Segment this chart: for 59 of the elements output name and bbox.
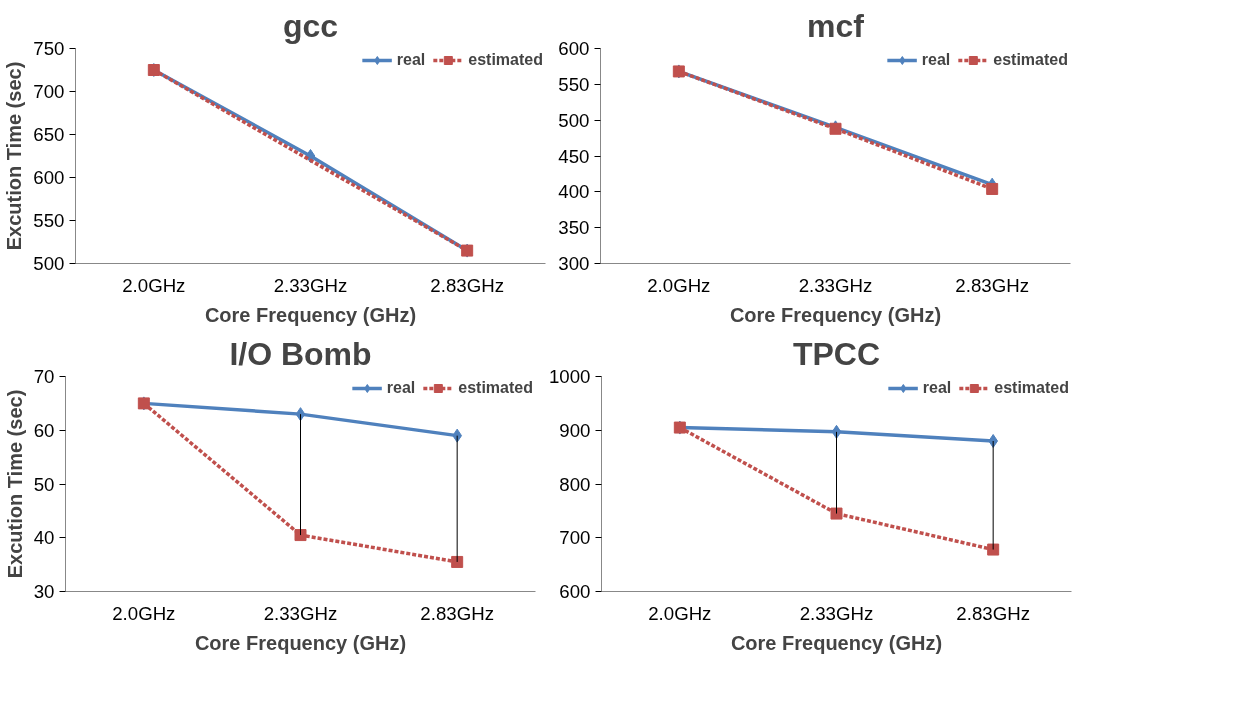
y-tick-label: 30: [33, 581, 55, 602]
y-tick-label: 450: [558, 145, 590, 167]
y-tick-label: 900: [559, 419, 591, 441]
x-tick-label: 2.83GHz: [955, 274, 1029, 296]
y-tick-label: 1000: [549, 366, 591, 387]
chart-title: gcc: [282, 7, 339, 44]
y-tick-label: 400: [558, 181, 590, 203]
y-tick-label: 70: [33, 366, 55, 387]
x-axis-title: Core Frequency (GHz): [204, 303, 417, 326]
x-axis-title: Core Frequency (GHz): [730, 631, 943, 654]
legend-label: real: [921, 51, 951, 69]
legend-label: estimated: [993, 51, 1068, 69]
y-tick-label: 600: [33, 167, 65, 188]
y-tick-label: 550: [33, 210, 65, 231]
chart-title: TPCC: [792, 335, 881, 372]
y-tick-label: 700: [33, 81, 65, 102]
y-tick-label: 50: [33, 473, 55, 495]
y-tick-label: 550: [558, 73, 590, 95]
point: [830, 507, 843, 520]
point: [294, 529, 307, 542]
x-tick-label: 2.0GHz: [648, 602, 712, 624]
x-axis-title: Core Frequency (GHz): [729, 303, 942, 326]
point: [987, 543, 1000, 556]
y-tick-label: 600: [559, 581, 591, 602]
x-tick-label: 2.0GHz: [647, 274, 711, 296]
x-tick-label: 2.33GHz: [799, 602, 874, 624]
legend-label: estimated: [468, 51, 543, 69]
y-tick-label: 350: [558, 217, 590, 239]
y-tick-label: 40: [33, 527, 55, 549]
y-tick-label: 750: [33, 38, 65, 59]
y-axis-title: Excution Time (sec): [3, 61, 26, 251]
y-tick-label: 800: [559, 473, 591, 495]
x-tick-label: 2.0GHz: [122, 274, 186, 296]
y-tick-label: 500: [33, 253, 65, 274]
y-tick-label: 700: [559, 527, 591, 549]
chart-title: mcf: [807, 7, 865, 44]
legend-label: real: [396, 51, 426, 69]
point: [451, 555, 464, 568]
y-tick-label: 60: [33, 419, 55, 441]
legend-label: estimated: [458, 379, 533, 397]
y-axis-title: Excution Time (sec): [3, 389, 26, 579]
legend-label: real: [386, 379, 416, 397]
x-tick-label: 2.0GHz: [112, 602, 176, 624]
legend-label: estimated: [994, 379, 1069, 397]
x-tick-label: 2.83GHz: [430, 274, 504, 296]
y-tick-label: 650: [33, 124, 65, 145]
x-tick-label: 2.33GHz: [798, 274, 873, 296]
point: [986, 182, 999, 195]
chart-title: I/O Bomb: [229, 335, 372, 372]
point: [831, 424, 842, 439]
legend-label: real: [922, 379, 952, 397]
x-tick-label: 2.83GHz: [956, 602, 1030, 624]
x-tick-label: 2.83GHz: [420, 602, 494, 624]
y-tick-label: 500: [558, 109, 590, 131]
y-tick-label: 600: [558, 38, 590, 59]
x-axis-title: Core Frequency (GHz): [194, 631, 407, 654]
x-tick-label: 2.33GHz: [273, 274, 348, 296]
y-tick-label: 300: [558, 253, 590, 274]
x-tick-label: 2.33GHz: [263, 602, 338, 624]
